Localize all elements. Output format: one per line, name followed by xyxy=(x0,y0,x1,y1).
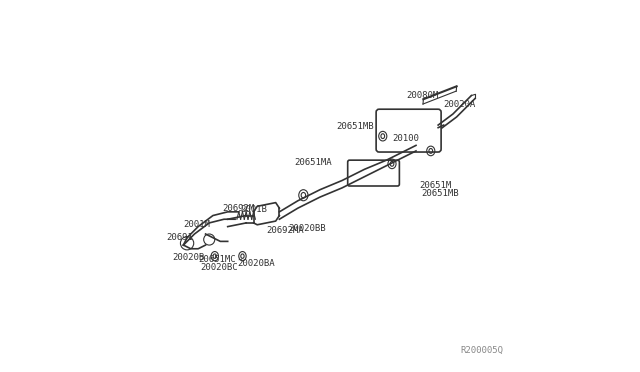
Text: 20020BB: 20020BB xyxy=(289,224,326,233)
Text: 20651MB: 20651MB xyxy=(337,122,374,131)
Text: 20651M: 20651M xyxy=(420,182,452,190)
Text: 20020B: 20020B xyxy=(172,253,205,263)
Text: 20651MA: 20651MA xyxy=(294,157,332,167)
Text: 20692MA: 20692MA xyxy=(266,226,304,235)
Text: 20691: 20691 xyxy=(167,233,194,242)
Text: 2001M: 2001M xyxy=(184,220,211,229)
Text: 20651MC: 20651MC xyxy=(198,255,236,264)
Text: 20020A: 20020A xyxy=(444,100,476,109)
Text: 20080M: 20080M xyxy=(407,91,439,100)
Text: 20100: 20100 xyxy=(392,134,419,143)
Text: 20020BC: 20020BC xyxy=(200,263,237,272)
Text: 2001B: 2001B xyxy=(241,205,268,215)
Text: 20692M: 20692M xyxy=(222,203,255,213)
Text: 20651MB: 20651MB xyxy=(422,189,459,198)
Text: 20020BA: 20020BA xyxy=(237,259,275,268)
Text: R200005Q: R200005Q xyxy=(460,346,503,355)
